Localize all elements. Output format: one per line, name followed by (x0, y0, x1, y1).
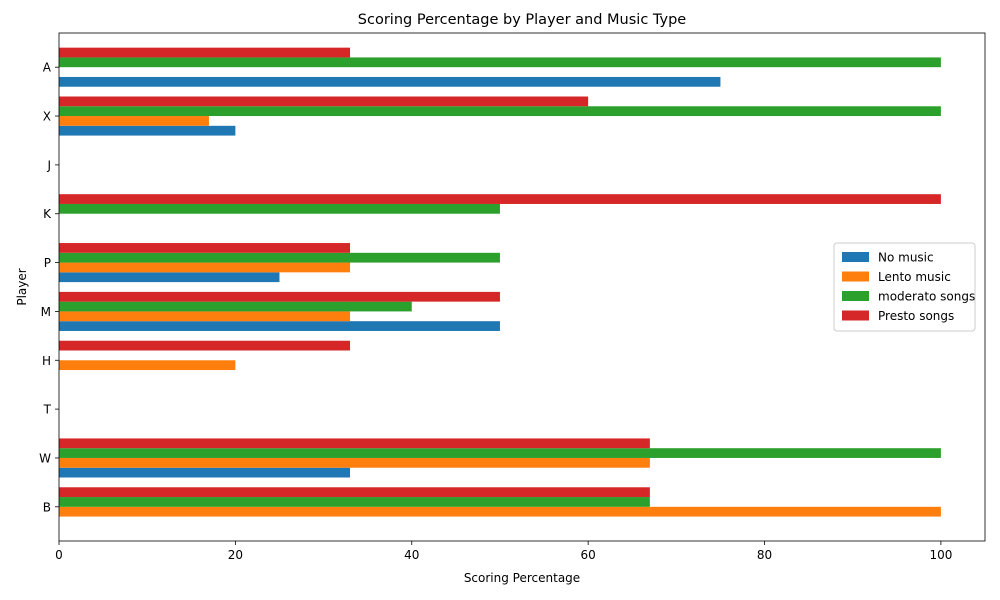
y-tick-label: X (43, 110, 51, 124)
bar-B-series-1 (59, 506, 941, 517)
bar-P-series-1 (59, 262, 351, 273)
chart-title: Scoring Percentage by Player and Music T… (358, 12, 686, 28)
bar-X-series-3 (59, 96, 589, 107)
bar-K-series-3 (59, 194, 941, 204)
bar-W-series-0 (59, 467, 351, 478)
y-tick-label: J (46, 158, 51, 172)
bar-H-series-1 (59, 360, 236, 371)
y-tick-label: P (44, 256, 51, 270)
x-tick-label: 60 (581, 548, 596, 562)
bar-H-series-3 (59, 340, 351, 351)
bar-W-series-3 (59, 438, 650, 449)
y-axis-label: Player (15, 268, 29, 305)
y-axis-ticks: B W T H M P K J X A (39, 61, 59, 514)
bar-M-series-2 (59, 301, 412, 312)
bar-W-series-1 (59, 457, 650, 468)
y-tick-label: B (43, 500, 51, 514)
plot-frame (58, 32, 986, 542)
y-tick-label: H (42, 354, 51, 368)
legend-swatch (842, 271, 869, 282)
x-axis-label: Scoring Percentage (464, 571, 580, 585)
bar-K-series-2 (59, 203, 500, 214)
bar-X-series-2 (59, 106, 941, 117)
bar-M-series-1 (59, 311, 351, 322)
legend-label: No music (878, 251, 934, 265)
legend-swatch (842, 291, 869, 301)
y-tick-label: W (39, 451, 51, 465)
x-tick-label: 40 (404, 548, 419, 562)
bar-W-series-2 (59, 448, 941, 458)
bar-X-series-1 (59, 116, 209, 126)
legend-swatch (842, 252, 869, 262)
bar-M-series-3 (59, 291, 500, 302)
bar-A-series-3 (59, 47, 351, 58)
y-tick-label: T (43, 403, 52, 417)
bar-X-series-0 (59, 125, 236, 136)
x-tick-label: 20 (228, 548, 243, 562)
bar-A-series-0 (59, 76, 721, 87)
y-tick-label: A (43, 61, 52, 75)
x-tick-label: 0 (55, 548, 63, 562)
bar-A-series-2 (59, 57, 941, 68)
bar-P-series-3 (59, 243, 351, 253)
bar-P-series-0 (59, 272, 280, 283)
y-tick-label: M (41, 305, 51, 319)
legend: No music Lento music moderato songs Presto … (833, 242, 976, 332)
legend-label: Presto songs (878, 309, 954, 323)
y-tick-label: K (43, 207, 52, 221)
legend-swatch (842, 310, 869, 321)
bar-M-series-0 (59, 321, 500, 331)
x-tick-label: 100 (929, 548, 952, 562)
legend-label: Lento music (878, 270, 951, 284)
x-axis-ticks: 0 20 40 60 80 100 (55, 541, 952, 562)
x-tick-label: 80 (757, 548, 772, 562)
bar-P-series-2 (59, 252, 500, 263)
bars-layer (59, 47, 941, 517)
bar-B-series-3 (59, 487, 650, 498)
legend-label: moderato songs (878, 290, 975, 304)
legend-box (833, 242, 976, 332)
bar-B-series-2 (59, 497, 650, 507)
